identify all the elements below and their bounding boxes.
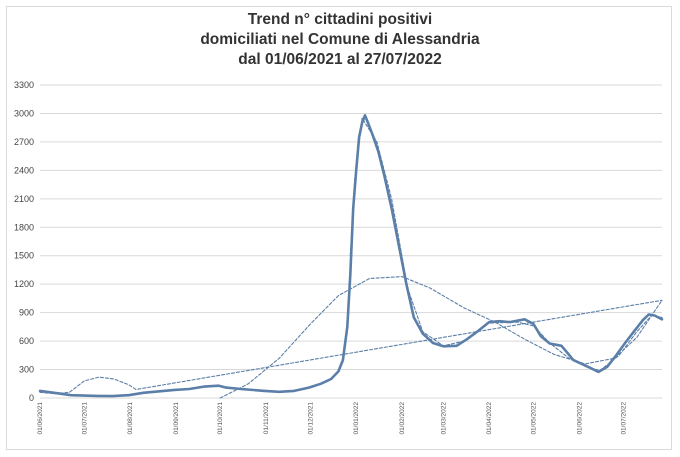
y-tick-label: 300 — [19, 365, 34, 375]
chart-title: Trend n° cittadini positivi domiciliati … — [0, 10, 680, 70]
y-tick-label: 2700 — [14, 137, 34, 147]
x-tick-label: 01/01/2022 — [353, 402, 360, 435]
y-tick-label: 2100 — [14, 194, 34, 204]
y-tick-label: 3300 — [14, 80, 34, 90]
y-tick-label: 0 — [29, 393, 34, 403]
y-tick-label: 1500 — [14, 251, 34, 261]
chart-title-line-3: dal 01/06/2021 al 27/07/2022 — [238, 51, 442, 68]
x-tick-label: 01/08/2021 — [127, 402, 134, 435]
series-group — [38, 114, 664, 399]
x-tick-label: 01/06/2021 — [37, 402, 44, 435]
y-axis-ticks: 0 300 600 900 1200 1500 1800 2100 2400 2700 3000 33… — [14, 80, 34, 403]
x-tick-label: 01/05/2022 — [530, 402, 537, 435]
x-tick-label: 01/02/2022 — [399, 402, 406, 435]
x-axis-ticks: 01/06/2021 01/07/2021 01/08/2021 01/09/2021… — [37, 402, 628, 435]
x-tick-label: 01/03/2022 — [440, 402, 447, 435]
x-tick-label: 01/11/2021 — [263, 402, 270, 434]
chart-title-line-1: Trend n° cittadini positivi — [247, 11, 433, 28]
series-line-2 — [39, 299, 663, 395]
y-tick-label: 600 — [19, 336, 34, 346]
series-line-3 — [219, 276, 663, 399]
y-tick-label: 2400 — [14, 165, 34, 175]
y-tick-label: 3000 — [14, 108, 34, 118]
x-tick-label: 01/07/2021 — [81, 402, 88, 435]
chart-frame — [6, 6, 672, 450]
x-tick-label: 01/07/2022 — [621, 402, 628, 435]
x-tick-label: 01/09/2021 — [173, 402, 180, 435]
y-tick-label: 1200 — [14, 279, 34, 289]
x-tick-label: 01/04/2022 — [486, 402, 493, 435]
series-line-4 — [349, 117, 663, 372]
x-tick-label: 01/06/2022 — [576, 402, 583, 435]
chart-title-line-2: domiciliati nel Comune di Alessandria — [200, 31, 480, 48]
x-tick-label: 01/10/2021 — [217, 402, 224, 435]
y-tick-label: 900 — [19, 308, 34, 318]
series-line-1 — [38, 114, 664, 398]
x-tick-label: 01/12/2021 — [307, 402, 314, 435]
y-tick-label: 1800 — [14, 222, 34, 232]
